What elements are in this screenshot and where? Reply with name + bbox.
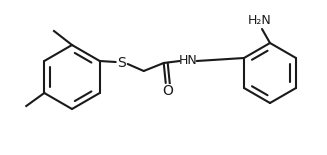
Text: H₂N: H₂N — [248, 13, 272, 27]
Text: O: O — [162, 84, 173, 98]
Text: HN: HN — [178, 55, 197, 67]
Text: S: S — [117, 56, 126, 70]
